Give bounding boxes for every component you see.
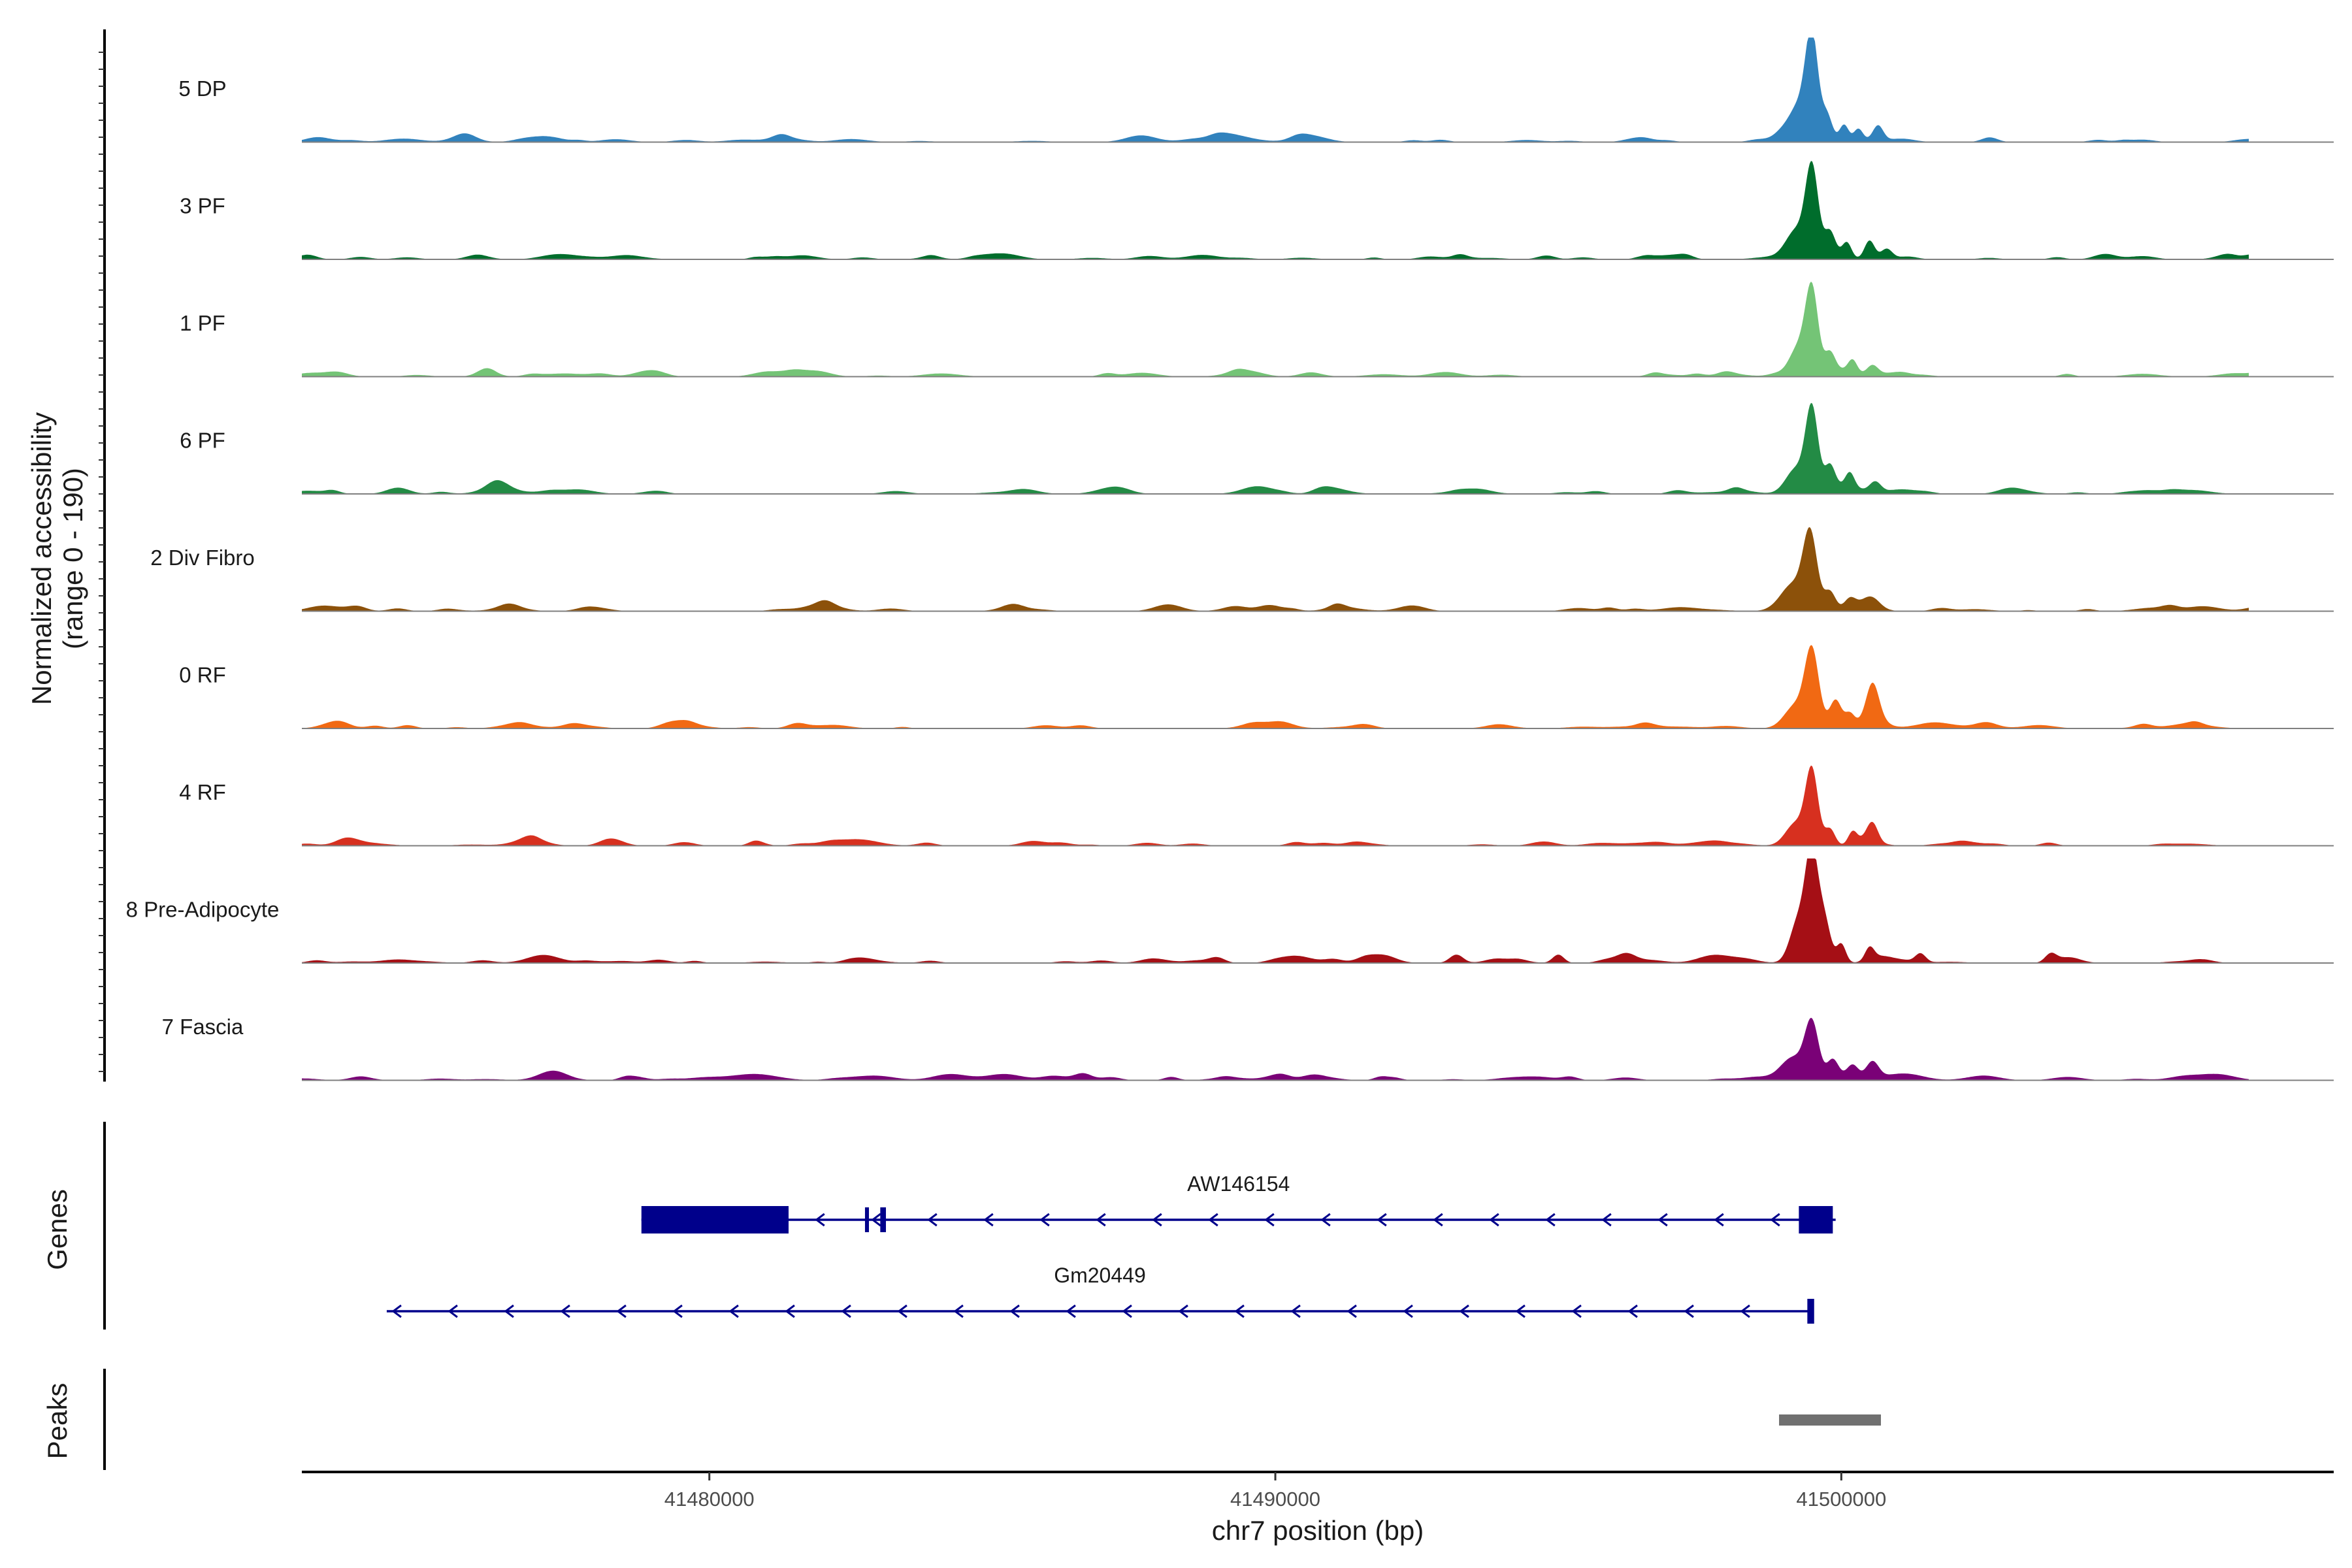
strand-arrow [1290,1304,1301,1318]
gene-exon [641,1206,789,1233]
gene-gm20449: Gm20449 [386,1264,1814,1324]
strand-arrow [1545,1213,1556,1227]
gene-aw146154: AW146154 [641,1172,1836,1233]
strand-arrow [560,1304,570,1318]
strand-arrow [1009,1304,1020,1318]
track-5-dp: 5 DP [178,37,2334,143]
strand-arrow [1515,1304,1526,1318]
peak-region-track [103,1369,1881,1470]
strand-arrow [1347,1304,1357,1318]
strand-arrow [1403,1304,1413,1318]
strand-arrow [953,1304,964,1318]
strand-arrow [1489,1213,1499,1227]
coverage-area [302,37,2249,142]
coverage-area [302,282,2249,377]
x-tick-label: 41500000 [1796,1488,1886,1511]
strand-arrow [1433,1213,1443,1227]
strand-arrow [1096,1213,1106,1227]
strand-arrow [1208,1213,1218,1227]
y-axis-subtitle: (range 0 - 190) [57,468,88,649]
gene-exon [1807,1299,1814,1324]
coverage-tracks: 5 DP 3 PF 1 PF 6 PF 2 Div Fibro 0 RF 4 RF 8 Pre… [99,29,2334,1082]
strand-arrow [504,1304,514,1318]
track-label: 6 PF [180,429,225,453]
peak-region [1779,1414,1881,1426]
strand-arrow [1459,1304,1469,1318]
strand-arrow [927,1213,938,1227]
track-label: 7 Fascia [162,1015,244,1039]
genes-track-title: Genes [42,1189,73,1270]
track-8-pre-adipocyte: 8 Pre-Adipocyte [126,858,2334,964]
strand-arrow [785,1304,795,1318]
gene-annotation-track: AW146154 Gm20449 [103,1122,1836,1330]
strand-arrow [1320,1213,1331,1227]
coverage-area [302,527,2249,612]
strand-arrow [1377,1213,1387,1227]
strand-arrow [1178,1304,1188,1318]
strand-arrow [815,1213,825,1227]
coverage-area [302,858,2249,963]
strand-arrow [616,1304,627,1318]
coverage-area [302,645,2249,728]
track-label: 4 RF [179,780,226,804]
strand-arrow [871,1213,881,1227]
strand-arrow [1601,1213,1612,1227]
coverage-area [302,765,2249,846]
track-7-fascia: 7 Fascia [162,1015,2334,1081]
strand-arrow [983,1213,994,1227]
strand-arrow [391,1304,402,1318]
track-label: 2 Div Fibro [150,546,255,570]
coverage-area [302,402,2249,494]
track-0-rf: 0 RF [179,645,2334,729]
strand-arrow [1627,1304,1638,1318]
strand-arrow [1066,1304,1076,1318]
x-tick-label: 41480000 [664,1488,755,1511]
strand-arrow [1264,1213,1275,1227]
strand-arrow [1740,1304,1750,1318]
strand-arrow [1658,1213,1668,1227]
track-4-rf: 4 RF [179,765,2334,847]
track-label: 1 PF [180,311,225,335]
strand-arrow [841,1304,851,1318]
gene-label: Gm20449 [1054,1264,1146,1287]
y-axis-title: Normalized accessibility [26,412,57,705]
strand-arrow [1770,1213,1780,1227]
strand-arrow [1234,1304,1245,1318]
x-tick-label: 41490000 [1230,1488,1320,1511]
peaks-track-title: Peaks [42,1383,73,1460]
strand-arrow [1152,1213,1162,1227]
track-label: 8 Pre-Adipocyte [126,898,280,922]
coverage-area [302,161,2249,259]
x-axis-title: chr7 position (bp) [1212,1515,1424,1546]
strand-arrow [897,1304,907,1318]
strand-arrow [728,1304,739,1318]
x-axis: 41480000 41490000 41500000 [302,1471,2334,1511]
coverage-area [302,1017,2249,1081]
strand-arrow [1684,1304,1694,1318]
gene-exon [864,1207,870,1232]
gene-label: AW146154 [1187,1172,1290,1196]
strand-arrow [672,1304,683,1318]
strand-arrow [1571,1304,1582,1318]
track-3-pf: 3 PF [180,161,2334,260]
strand-arrow [1122,1304,1132,1318]
strand-arrow [1714,1213,1724,1227]
strand-arrow [1039,1213,1050,1227]
track-6-pf: 6 PF [180,402,2334,495]
track-label: 5 DP [178,76,226,101]
gene-exon [1799,1206,1833,1233]
track-1-pf: 1 PF [180,282,2334,378]
track-2-div-fibro: 2 Div Fibro [150,527,2334,612]
gene-exon [880,1207,887,1232]
strand-arrow [448,1304,458,1318]
track-label: 3 PF [180,194,225,218]
track-label: 0 RF [179,663,226,687]
